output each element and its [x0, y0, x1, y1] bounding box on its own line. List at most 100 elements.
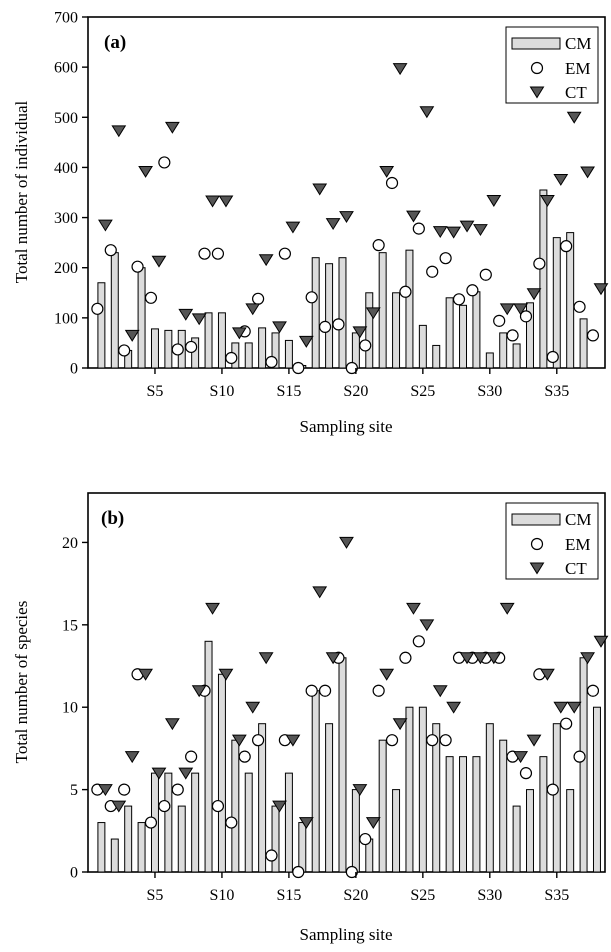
x-tick-label: S20 — [343, 887, 368, 904]
ct-point — [151, 767, 167, 780]
cm-bar — [338, 257, 347, 369]
cm-bar — [499, 332, 508, 369]
em-point — [345, 865, 358, 879]
ct-point — [231, 327, 247, 340]
cm-bar — [432, 344, 441, 369]
em-point — [265, 849, 278, 862]
cm-bar — [298, 822, 307, 873]
ct-point — [406, 602, 421, 615]
cm-bar — [231, 739, 240, 873]
ct-point — [513, 303, 529, 316]
em-point — [211, 799, 225, 813]
em-point — [171, 343, 184, 356]
em-markers — [91, 635, 600, 879]
cm-bars — [97, 189, 588, 369]
em-point — [91, 302, 104, 315]
cm-bar — [137, 822, 146, 873]
cm-bar — [445, 297, 454, 369]
ct-point — [98, 219, 113, 232]
cm-bar — [338, 657, 347, 873]
ct-point — [138, 165, 153, 178]
legend-ct-marker — [529, 562, 545, 575]
em-point — [573, 750, 586, 763]
em-point — [305, 291, 318, 304]
em-point — [185, 340, 198, 354]
y-tick-label: 200 — [54, 260, 78, 277]
em-point — [372, 684, 385, 697]
x-tick-label: S35 — [544, 887, 569, 904]
em-point — [479, 268, 492, 281]
cm-bar — [566, 789, 575, 873]
cm-bar — [365, 292, 374, 369]
cm-bar — [459, 756, 468, 873]
legend-em-marker — [530, 537, 544, 551]
ct-point — [473, 224, 488, 237]
cm-bar — [244, 772, 253, 873]
ct-point — [432, 226, 448, 239]
legend-ct-label: CT — [565, 83, 587, 102]
legend-cm-label: CM — [565, 34, 591, 53]
em-point — [385, 734, 399, 747]
x-axis-ticks: S5 S10 S15 S20 S25 S30 S35 — [147, 368, 569, 400]
cm-bar — [539, 189, 548, 369]
cm-bar — [351, 789, 360, 873]
em-point — [519, 310, 533, 323]
em-point — [118, 344, 131, 357]
y-tick-label: 100 — [54, 310, 78, 327]
em-point — [466, 284, 479, 297]
em-point — [586, 329, 600, 342]
ct-point — [138, 668, 153, 681]
cm-bar — [97, 282, 106, 369]
cm-bar — [472, 756, 481, 873]
cm-bar — [378, 739, 387, 873]
ct-point — [325, 652, 341, 665]
ct-point — [312, 586, 328, 599]
ct-point — [365, 817, 381, 830]
x-tick-label: S20 — [343, 383, 368, 400]
em-point — [171, 783, 184, 796]
ct-point — [164, 121, 180, 134]
cm-bar — [311, 690, 320, 873]
x-tick-label: S25 — [410, 383, 435, 400]
cm-bar — [392, 292, 401, 369]
y-tick-label: 300 — [54, 210, 78, 227]
cm-bar — [418, 324, 427, 369]
ct-point — [473, 652, 488, 665]
cm-bar — [512, 343, 521, 369]
legend-em-marker — [530, 61, 544, 75]
em-point — [573, 300, 586, 313]
ct-point — [178, 308, 194, 321]
x-tick-label: S15 — [276, 383, 301, 400]
ct-point — [459, 220, 475, 233]
ct-point — [365, 307, 381, 320]
legend-cm-swatch — [511, 37, 561, 50]
ct-point — [593, 283, 609, 296]
ct-point — [406, 210, 421, 223]
ct-point — [419, 619, 435, 632]
em-point — [265, 355, 278, 369]
y-tick-label: 15 — [62, 617, 78, 634]
ct-point — [379, 668, 395, 681]
ct-point — [124, 751, 140, 764]
ct-point — [526, 734, 542, 747]
ct-point — [339, 211, 354, 224]
em-point — [225, 351, 238, 365]
ct-point — [499, 602, 515, 615]
x-tick-label: S5 — [147, 383, 164, 400]
em-point — [426, 734, 439, 747]
ct-point — [245, 303, 261, 316]
ct-point — [191, 685, 207, 698]
em-point — [118, 783, 131, 796]
ct-point — [111, 800, 127, 813]
em-point — [426, 265, 439, 278]
panel-label: (b) — [101, 508, 124, 529]
ct-point — [258, 652, 274, 665]
em-point — [292, 361, 305, 375]
cm-bar — [258, 723, 267, 873]
ct-markers — [98, 63, 609, 348]
ct-point — [285, 221, 301, 234]
ct-point — [526, 288, 542, 301]
em-point — [412, 222, 425, 235]
legend: CM EM CT — [505, 26, 599, 104]
ct-point — [151, 255, 167, 268]
